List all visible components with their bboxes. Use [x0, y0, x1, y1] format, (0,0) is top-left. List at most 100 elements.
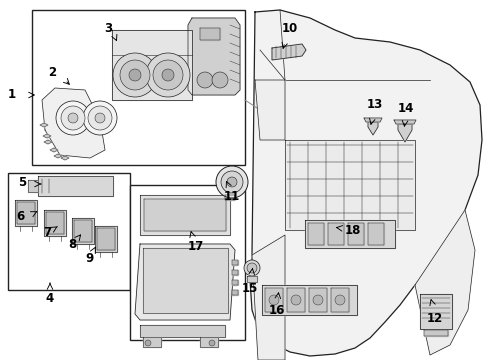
Circle shape — [129, 69, 141, 81]
Circle shape — [61, 106, 85, 130]
Text: 16: 16 — [268, 305, 285, 318]
Circle shape — [120, 60, 150, 90]
Polygon shape — [44, 210, 66, 236]
Polygon shape — [54, 154, 62, 158]
Polygon shape — [38, 176, 113, 196]
Polygon shape — [254, 80, 285, 140]
Circle shape — [244, 260, 260, 276]
Text: 7: 7 — [43, 226, 51, 239]
Polygon shape — [200, 337, 218, 347]
Circle shape — [312, 295, 323, 305]
Polygon shape — [74, 220, 92, 242]
Polygon shape — [231, 290, 238, 295]
Polygon shape — [397, 124, 411, 142]
Polygon shape — [224, 195, 235, 200]
Circle shape — [83, 101, 117, 135]
Polygon shape — [414, 210, 474, 355]
Polygon shape — [95, 226, 117, 252]
Circle shape — [95, 113, 105, 123]
Polygon shape — [286, 288, 305, 312]
Circle shape — [212, 72, 227, 88]
Text: 9: 9 — [86, 252, 94, 265]
Polygon shape — [330, 288, 348, 312]
Circle shape — [68, 113, 78, 123]
Polygon shape — [246, 276, 257, 282]
Polygon shape — [46, 212, 64, 234]
Polygon shape — [112, 30, 192, 100]
Circle shape — [153, 60, 183, 90]
Circle shape — [88, 106, 112, 130]
Polygon shape — [367, 223, 383, 245]
Polygon shape — [231, 280, 238, 285]
Circle shape — [208, 340, 215, 346]
Polygon shape — [327, 223, 343, 245]
Polygon shape — [367, 122, 377, 135]
Polygon shape — [285, 140, 414, 230]
Polygon shape — [15, 200, 37, 226]
Polygon shape — [43, 134, 51, 138]
Polygon shape — [187, 18, 240, 95]
Polygon shape — [50, 148, 58, 152]
Polygon shape — [143, 199, 225, 231]
Polygon shape — [135, 244, 235, 320]
Circle shape — [216, 166, 247, 198]
Bar — [130, 185, 244, 340]
Polygon shape — [200, 28, 220, 40]
Polygon shape — [347, 223, 363, 245]
Polygon shape — [140, 325, 224, 337]
Circle shape — [334, 295, 345, 305]
Polygon shape — [249, 10, 481, 356]
Circle shape — [226, 177, 237, 187]
Text: 6: 6 — [16, 211, 24, 224]
Polygon shape — [17, 202, 35, 224]
Polygon shape — [28, 180, 38, 192]
Text: 15: 15 — [242, 282, 258, 294]
Text: 4: 4 — [46, 292, 54, 305]
Circle shape — [221, 171, 243, 193]
Bar — [32, 10, 244, 165]
Polygon shape — [142, 337, 161, 347]
Polygon shape — [307, 223, 324, 245]
Circle shape — [56, 101, 90, 135]
Polygon shape — [231, 270, 238, 275]
Circle shape — [162, 69, 174, 81]
Text: 5: 5 — [18, 175, 26, 189]
Circle shape — [145, 340, 151, 346]
Text: 13: 13 — [366, 99, 382, 112]
Polygon shape — [140, 195, 229, 235]
Text: 11: 11 — [224, 189, 240, 202]
Polygon shape — [308, 288, 326, 312]
Polygon shape — [305, 220, 394, 248]
Text: 14: 14 — [397, 102, 413, 114]
Polygon shape — [393, 120, 415, 124]
Text: 10: 10 — [281, 22, 298, 35]
Polygon shape — [61, 156, 69, 160]
Polygon shape — [97, 228, 115, 250]
Circle shape — [146, 53, 190, 97]
Polygon shape — [363, 118, 381, 122]
Polygon shape — [419, 294, 451, 329]
Text: 8: 8 — [68, 238, 76, 252]
Polygon shape — [262, 285, 356, 315]
Text: 3: 3 — [104, 22, 112, 35]
Circle shape — [268, 295, 279, 305]
Polygon shape — [40, 123, 48, 127]
Polygon shape — [42, 88, 105, 158]
Text: 17: 17 — [187, 239, 203, 252]
Circle shape — [113, 53, 157, 97]
Circle shape — [290, 295, 301, 305]
Polygon shape — [142, 248, 227, 313]
Polygon shape — [44, 140, 52, 144]
Bar — [8, 173, 130, 290]
Polygon shape — [264, 288, 283, 312]
Text: 12: 12 — [426, 311, 442, 324]
Circle shape — [246, 263, 257, 273]
Polygon shape — [251, 235, 285, 360]
Text: 2: 2 — [48, 66, 56, 78]
Polygon shape — [72, 218, 94, 244]
Text: 18: 18 — [344, 224, 361, 237]
Polygon shape — [271, 44, 305, 60]
Circle shape — [197, 72, 213, 88]
Text: 1: 1 — [8, 89, 16, 102]
Polygon shape — [231, 260, 238, 265]
